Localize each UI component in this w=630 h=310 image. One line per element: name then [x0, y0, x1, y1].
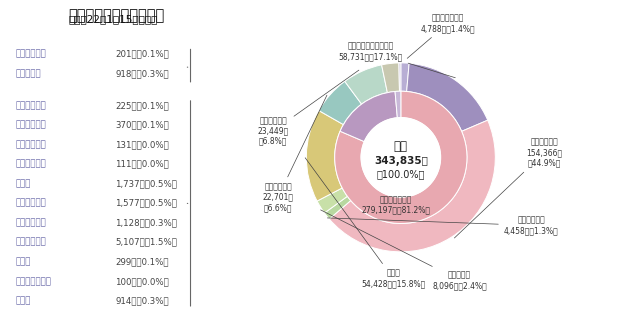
Wedge shape: [401, 63, 409, 91]
Text: 医療職（一）: 医療職（一）: [16, 199, 47, 208]
Text: （平成22年1月15日現在）: （平成22年1月15日現在）: [68, 14, 158, 24]
Text: 給与法適用職員
279,197人（81.2%）: 給与法適用職員 279,197人（81.2%）: [362, 195, 431, 214]
Text: 100人（0.0%）: 100人（0.0%）: [115, 277, 169, 286]
Text: 5,107人（1.5%）: 5,107人（1.5%）: [115, 238, 177, 247]
Text: 行政職（一）
154,366人
（44.9%）: 行政職（一） 154,366人 （44.9%）: [454, 138, 563, 238]
Text: 海事職（二）: 海事職（二）: [16, 121, 47, 130]
Text: 医療職（三）: 医療職（三）: [16, 238, 47, 247]
Wedge shape: [317, 188, 347, 213]
Text: 特定独立行政法人職員
58,731人（17.1%）: 特定独立行政法人職員 58,731人（17.1%）: [338, 42, 455, 78]
Text: 総数: 総数: [394, 140, 408, 153]
Text: 海事職（一）: 海事職（一）: [16, 101, 47, 110]
Text: 918人（0.3%）: 918人（0.3%）: [115, 69, 169, 78]
Wedge shape: [345, 65, 387, 104]
Text: 任期付研究員: 任期付研究員: [16, 50, 47, 59]
Text: 給与特例法職員
4,788人（1.4%）: 給与特例法職員 4,788人（1.4%）: [407, 14, 476, 58]
Text: 343,835人: 343,835人: [374, 156, 428, 166]
Text: 教育職（一）: 教育職（一）: [16, 140, 47, 149]
Circle shape: [361, 118, 440, 197]
Text: 299人（0.1%）: 299人（0.1%）: [115, 257, 169, 266]
Text: 201人（0.1%）: 201人（0.1%）: [115, 50, 169, 59]
Wedge shape: [395, 91, 401, 118]
Text: 公安職（一）
22,701人
（6.6%）: 公安職（一） 22,701人 （6.6%）: [263, 95, 327, 212]
Wedge shape: [340, 91, 398, 142]
Text: 福祉職: 福祉職: [16, 257, 32, 266]
Text: 専門スタッフ職: 専門スタッフ職: [16, 277, 52, 286]
Wedge shape: [399, 63, 401, 91]
Text: 行政職（二）
4,458人（1.3%）: 行政職（二） 4,458人（1.3%）: [328, 216, 559, 235]
Wedge shape: [335, 91, 467, 224]
Text: 専門行政職
8,096人（2.4%）: 専門行政職 8,096人（2.4%）: [321, 210, 487, 290]
Text: 914人（0.3%）: 914人（0.3%）: [115, 296, 169, 305]
Text: 225人（0.1%）: 225人（0.1%）: [115, 101, 169, 110]
Wedge shape: [306, 111, 343, 201]
Text: 教育職（二）: 教育職（二）: [16, 160, 47, 169]
Text: 1,577人（0.5%）: 1,577人（0.5%）: [115, 199, 177, 208]
Text: 131人（0.0%）: 131人（0.0%）: [115, 140, 169, 149]
Text: 図1-5: 図1-5: [19, 13, 47, 26]
Wedge shape: [319, 81, 362, 125]
Text: 研究職: 研究職: [16, 179, 32, 188]
Wedge shape: [324, 196, 351, 219]
Wedge shape: [382, 63, 399, 93]
Text: 111人（0.0%）: 111人（0.0%）: [115, 160, 169, 169]
Text: 職員の俸給表別在職状況: 職員の俸給表別在職状況: [68, 8, 164, 23]
Wedge shape: [406, 63, 488, 131]
Text: 任期付職員: 任期付職員: [16, 69, 42, 78]
Text: 1,737人（0.5%）: 1,737人（0.5%）: [115, 179, 177, 188]
Text: 1,128人（0.3%）: 1,128人（0.3%）: [115, 218, 177, 227]
Wedge shape: [329, 120, 495, 252]
Text: 公安職（二）
23,449人
（6.8%）: 公安職（二） 23,449人 （6.8%）: [258, 70, 359, 146]
Text: 指定職: 指定職: [16, 296, 32, 305]
Text: 医療職（二）: 医療職（二）: [16, 218, 47, 227]
Text: （100.0%）: （100.0%）: [377, 169, 425, 179]
Text: 税務職
54,428人（15.8%）: 税務職 54,428人（15.8%）: [305, 158, 425, 288]
Text: 370人（0.1%）: 370人（0.1%）: [115, 121, 169, 130]
